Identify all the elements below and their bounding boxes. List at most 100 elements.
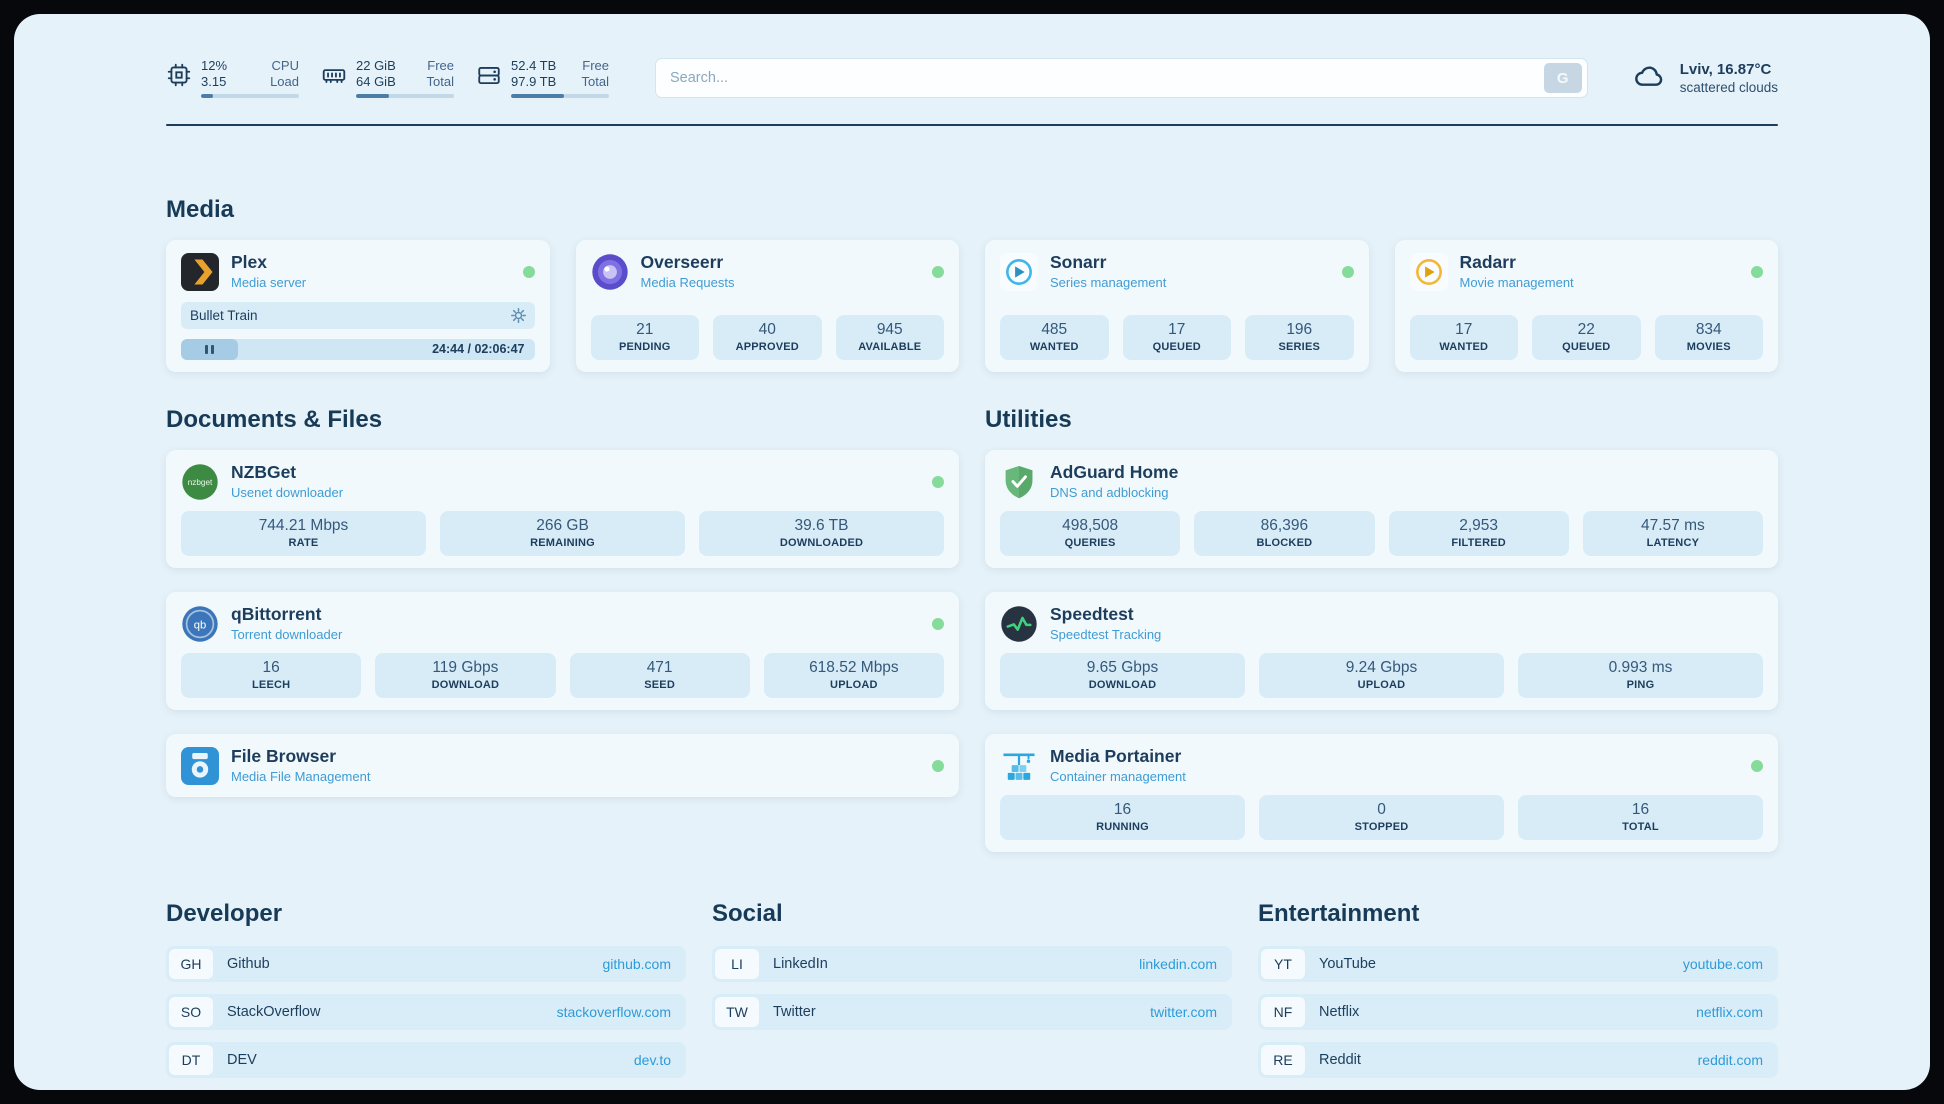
- bookmark-group-entertainment: Entertainment YT YouTube youtube.com NF Netfl…: [1258, 900, 1778, 1090]
- stat-value: 618.52 Mbps: [809, 659, 899, 676]
- stat-value: 945: [876, 321, 903, 338]
- stat-label: UPLOAD: [1357, 679, 1406, 691]
- stat-label: UPLOAD: [830, 679, 878, 691]
- stats-row: 744.21 Mbps RATE 266 GB REMAINING 39.6 TB DOW…: [181, 511, 944, 556]
- stat-box: 17 QUEUED: [1122, 315, 1231, 360]
- service-card-file-browser[interactable]: File Browser Media File Management: [166, 734, 959, 797]
- bookmark-abbr: SO: [169, 997, 213, 1027]
- service-card-speedtest[interactable]: Speedtest Speedtest Tracking 9.65 Gbps DOWN…: [985, 592, 1778, 710]
- bookmark-abbr: YT: [1261, 949, 1305, 979]
- card-titles: Plex Media server: [231, 252, 306, 291]
- bookmark-stackoverflow[interactable]: SO StackOverflow stackoverflow.com: [166, 994, 686, 1030]
- bookmark-dev[interactable]: DT DEV dev.to: [166, 1042, 686, 1078]
- stat-label: QUERIES: [1064, 537, 1116, 549]
- disk-total-value: 97.9 TB: [511, 74, 557, 89]
- ram-free-label: Free: [427, 58, 454, 73]
- cpu-bar: [201, 94, 299, 98]
- disk-free-label: Free: [582, 58, 609, 73]
- nzbget-icon: nzbget: [181, 463, 219, 501]
- stat-box: 266 GB REMAINING: [440, 511, 685, 556]
- service-subtitle: Movie management: [1459, 275, 1574, 290]
- cpu-label: CPU: [271, 58, 299, 73]
- radarr-icon: [1409, 252, 1448, 291]
- documents-cards: nzbget NZBGet Usenet downloader 744.21 Mbps…: [166, 450, 959, 797]
- card-titles: qBittorrent Torrent downloader: [231, 604, 342, 643]
- bookmark-reddit[interactable]: RE Reddit reddit.com: [1258, 1042, 1778, 1078]
- stat-value: 17: [1455, 321, 1473, 338]
- card-head: Sonarr Series management: [1000, 252, 1354, 291]
- stat-box: 471 SEED: [569, 653, 750, 698]
- topbar: 12% CPU 3.15 Load 22 GiB Free 64 GiB Total: [166, 58, 1778, 98]
- bookmark-youtube[interactable]: YT YouTube youtube.com: [1258, 946, 1778, 982]
- speedtest-icon: [1000, 605, 1038, 643]
- service-card-nzbget[interactable]: nzbget NZBGet Usenet downloader 744.21 Mbps…: [166, 450, 959, 568]
- ram-bar-fill: [356, 94, 390, 98]
- service-card-qbittorrent[interactable]: qb qBittorrent Torrent downloader 16 LEECH 11…: [166, 592, 959, 710]
- stat-value: 0.993 ms: [1608, 659, 1673, 676]
- stat-label: QUEUED: [1562, 341, 1611, 353]
- ram-total-label: Total: [426, 74, 454, 89]
- stat-value: 16: [1113, 801, 1132, 818]
- search-bar[interactable]: G: [655, 58, 1588, 98]
- service-card-radarr[interactable]: Radarr Movie management 17 WANTED 22 QUEUED 83…: [1394, 240, 1778, 372]
- plex-icon: [181, 252, 219, 291]
- service-card-adguard-home[interactable]: AdGuard Home DNS and adblocking 498,508 QUE…: [985, 450, 1778, 568]
- stat-label: WANTED: [1439, 341, 1489, 353]
- status-dot: [522, 265, 535, 278]
- search-provider-button[interactable]: G: [1543, 63, 1582, 93]
- stat-value: 0: [1377, 801, 1386, 818]
- search-input[interactable]: [670, 70, 1544, 86]
- bookmark-group-developer: Developer GH Github github.com SO StackOverfl…: [166, 900, 686, 1090]
- bookmark-linkedin[interactable]: LI LinkedIn linkedin.com: [712, 946, 1232, 982]
- stat-label: APPROVED: [735, 341, 799, 353]
- portainer-icon: [1000, 747, 1038, 785]
- bookmark-url: linkedin.com: [1139, 956, 1217, 972]
- ram-total-value: 64 GiB: [356, 74, 396, 89]
- status-dot: [932, 759, 944, 772]
- stat-box: 47.57 ms LATENCY: [1582, 511, 1763, 556]
- service-card-media-portainer[interactable]: Media Portainer Container management 16 RUN…: [985, 734, 1778, 852]
- stat-box: 21 PENDING: [590, 315, 699, 360]
- stat-value: 40: [758, 321, 776, 338]
- service-name: Speedtest: [1050, 604, 1134, 624]
- disk-metric-body: 52.4 TB Free 97.9 TB Total: [511, 58, 609, 98]
- bookmark-twitter[interactable]: TW Twitter twitter.com: [712, 994, 1232, 1030]
- status-dot: [1341, 265, 1354, 278]
- service-card-overseerr[interactable]: Overseerr Media Requests 21 PENDING 40 APPROV…: [575, 240, 959, 372]
- service-subtitle: Media server: [231, 275, 307, 290]
- stat-value: 39.6 TB: [794, 517, 849, 534]
- stat-value: 471: [646, 659, 673, 676]
- ram-bar: [356, 94, 454, 98]
- weather-condition: scattered clouds: [1679, 80, 1778, 95]
- stat-value: 266 GB: [536, 517, 589, 534]
- stat-label: STOPPED: [1354, 821, 1409, 833]
- media-cards: Plex Media server Bullet Train 24:44 / 02:0…: [166, 240, 1778, 372]
- cpu-metric-body: 12% CPU 3.15 Load: [201, 58, 299, 98]
- stats-row: 16 LEECH 119 Gbps DOWNLOAD 471 SEED 618.52 Mbp…: [181, 653, 944, 698]
- status-dot: [1751, 265, 1763, 278]
- card-titles: Speedtest Speedtest Tracking: [1050, 604, 1161, 643]
- stat-value: 196: [1286, 321, 1313, 338]
- bookmark-github[interactable]: GH Github github.com: [166, 946, 686, 982]
- filebrowser-icon: [181, 746, 219, 785]
- stat-value: 22: [1577, 321, 1595, 338]
- stat-value: 86,396: [1260, 517, 1309, 534]
- card-titles: Media Portainer Container management: [1050, 746, 1186, 785]
- section-title-entertainment: Entertainment: [1258, 900, 1420, 927]
- service-card-sonarr[interactable]: Sonarr Series management 485 WANTED 17 QUEUED…: [985, 240, 1369, 372]
- service-name: File Browser: [231, 746, 337, 766]
- service-name: Sonarr: [1050, 252, 1107, 272]
- service-subtitle: Speedtest Tracking: [1050, 627, 1162, 642]
- gear-icon[interactable]: [510, 308, 526, 323]
- stat-value: 9.65 Gbps: [1086, 659, 1159, 676]
- bookmark-netflix[interactable]: NF Netflix netflix.com: [1258, 994, 1778, 1030]
- ram-free-value: 22 GiB: [356, 58, 396, 73]
- disk-bar-fill: [511, 94, 564, 98]
- stat-box: 0 STOPPED: [1259, 795, 1504, 840]
- stat-label: DOWNLOAD: [431, 679, 500, 691]
- service-card-plex[interactable]: Plex Media server Bullet Train 24:44 / 02:0…: [166, 240, 550, 372]
- pause-icon[interactable]: [204, 345, 214, 354]
- stat-label: BLOCKED: [1256, 537, 1313, 549]
- stats-row: 485 WANTED 17 QUEUED 196 SERIES: [1000, 315, 1354, 360]
- stat-label: WANTED: [1029, 341, 1079, 353]
